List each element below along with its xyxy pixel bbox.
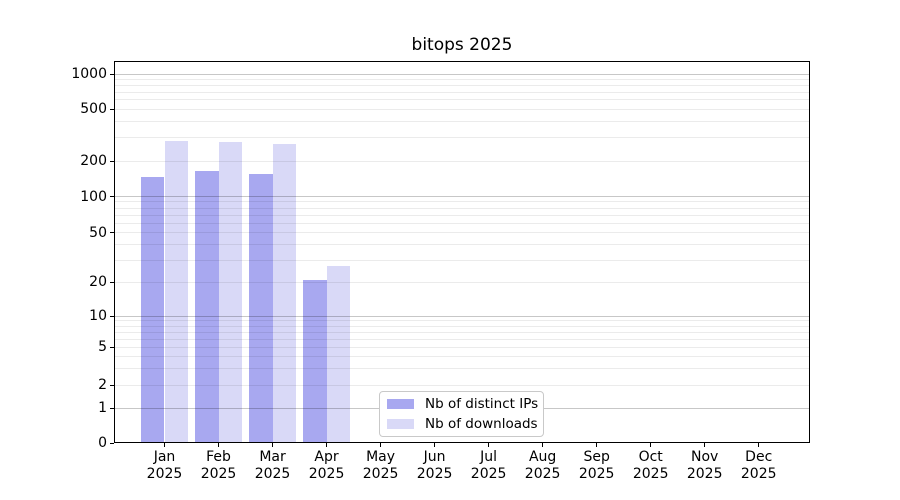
y-tick-label: 0 <box>98 435 107 451</box>
x-tick-mark <box>596 443 598 447</box>
y-tick-mark <box>110 160 114 162</box>
gridline-minor <box>114 78 810 80</box>
y-tick-mark <box>110 108 114 110</box>
gridline-minor <box>114 325 810 327</box>
plot-border <box>114 61 810 443</box>
gridline-minor <box>114 207 810 209</box>
gridline-major <box>114 196 810 197</box>
y-tick-mark <box>110 407 114 409</box>
bar-distinct-ips-mar <box>249 174 273 443</box>
x-tick-mark <box>650 443 652 447</box>
gridline-major <box>114 73 810 75</box>
gridline-minor <box>114 384 810 386</box>
bar-distinct-ips-jan <box>141 177 165 443</box>
chart-title: bitops 2025 <box>411 35 513 55</box>
x-tick-mark <box>434 443 436 447</box>
gridline-minor <box>114 338 810 340</box>
y-tick-mark <box>110 384 114 386</box>
x-tick-mark <box>704 443 706 447</box>
legend-swatch-downloads <box>387 419 414 429</box>
x-tick-label: Apr 2025 <box>308 449 345 482</box>
y-tick-label: 20 <box>89 274 107 291</box>
x-tick-label: Aug 2025 <box>524 449 561 482</box>
x-tick-mark <box>272 443 274 447</box>
y-tick-label: 50 <box>89 224 107 241</box>
gridline-minor <box>114 137 810 139</box>
gridline-minor <box>114 244 810 246</box>
y-tick-label: 100 <box>80 188 107 205</box>
y-tick-mark <box>110 346 114 348</box>
gridline-minor <box>114 84 810 86</box>
y-tick-mark <box>110 196 114 197</box>
bar-downloads-feb <box>218 141 242 443</box>
y-tick-mark <box>110 442 114 444</box>
x-tick-label: Dec 2025 <box>740 449 777 482</box>
x-tick-mark <box>218 443 220 447</box>
y-tick-label: 1000 <box>71 66 107 82</box>
x-tick-label: May 2025 <box>362 449 399 482</box>
gridline-minor <box>114 259 810 261</box>
x-tick-label: Mar 2025 <box>254 449 291 482</box>
y-tick-mark <box>110 281 114 283</box>
bar-downloads-jan <box>164 140 188 443</box>
gridline-minor <box>114 160 810 162</box>
legend-swatch-distinct-ips <box>387 399 414 409</box>
y-tick-label: 2 <box>98 377 107 393</box>
legend-item-distinct-ips: Nb of distinct IPs <box>387 396 543 412</box>
gridline-minor <box>114 355 810 357</box>
x-tick-label: Feb 2025 <box>200 449 237 482</box>
y-tick-mark <box>110 315 114 317</box>
bar-downloads-apr <box>326 265 350 443</box>
x-tick-label: Jul 2025 <box>470 449 507 482</box>
y-tick-label: 200 <box>80 153 107 169</box>
x-tick-mark <box>380 443 382 447</box>
y-tick-mark <box>110 73 114 75</box>
gridline-major <box>114 315 810 317</box>
y-tick-label: 5 <box>98 339 107 356</box>
x-tick-mark <box>758 443 760 447</box>
legend-label-downloads: Nb of downloads <box>425 416 538 432</box>
bar-distinct-ips-feb <box>195 170 219 443</box>
y-tick-label: 1 <box>98 400 107 417</box>
y-tick-mark <box>110 232 114 233</box>
gridline-minor <box>114 320 810 322</box>
gridline-minor <box>114 91 810 93</box>
gridline-minor <box>114 99 810 101</box>
gridline-minor <box>114 201 810 203</box>
x-tick-label: Sep 2025 <box>578 449 615 482</box>
y-tick-label: 500 <box>80 101 107 117</box>
gridline-minor <box>114 367 810 369</box>
gridline-minor <box>114 121 810 123</box>
x-tick-mark <box>488 443 490 447</box>
x-tick-label: Nov 2025 <box>686 449 723 482</box>
legend-label-distinct-ips: Nb of distinct IPs <box>425 396 539 412</box>
gridline-minor <box>114 346 810 348</box>
legend: Nb of distinct IPs Nb of downloads <box>379 391 544 437</box>
x-tick-label: Oct 2025 <box>632 449 669 482</box>
x-tick-mark <box>542 443 544 447</box>
bar-distinct-ips-apr <box>303 279 327 443</box>
gridline-minor <box>114 232 810 233</box>
x-tick-mark <box>164 443 165 447</box>
gridline-minor <box>114 222 810 224</box>
gridline-minor <box>114 214 810 216</box>
y-tick-label: 10 <box>89 308 107 324</box>
x-tick-label: Jun 2025 <box>416 449 453 482</box>
gridline-minor <box>114 281 810 283</box>
gridline-minor <box>114 331 810 333</box>
bar-downloads-mar <box>272 143 296 443</box>
gridline-minor <box>114 108 810 110</box>
legend-item-downloads: Nb of downloads <box>387 416 543 432</box>
x-tick-mark <box>326 443 328 447</box>
x-tick-label: Jan 2025 <box>146 449 183 482</box>
